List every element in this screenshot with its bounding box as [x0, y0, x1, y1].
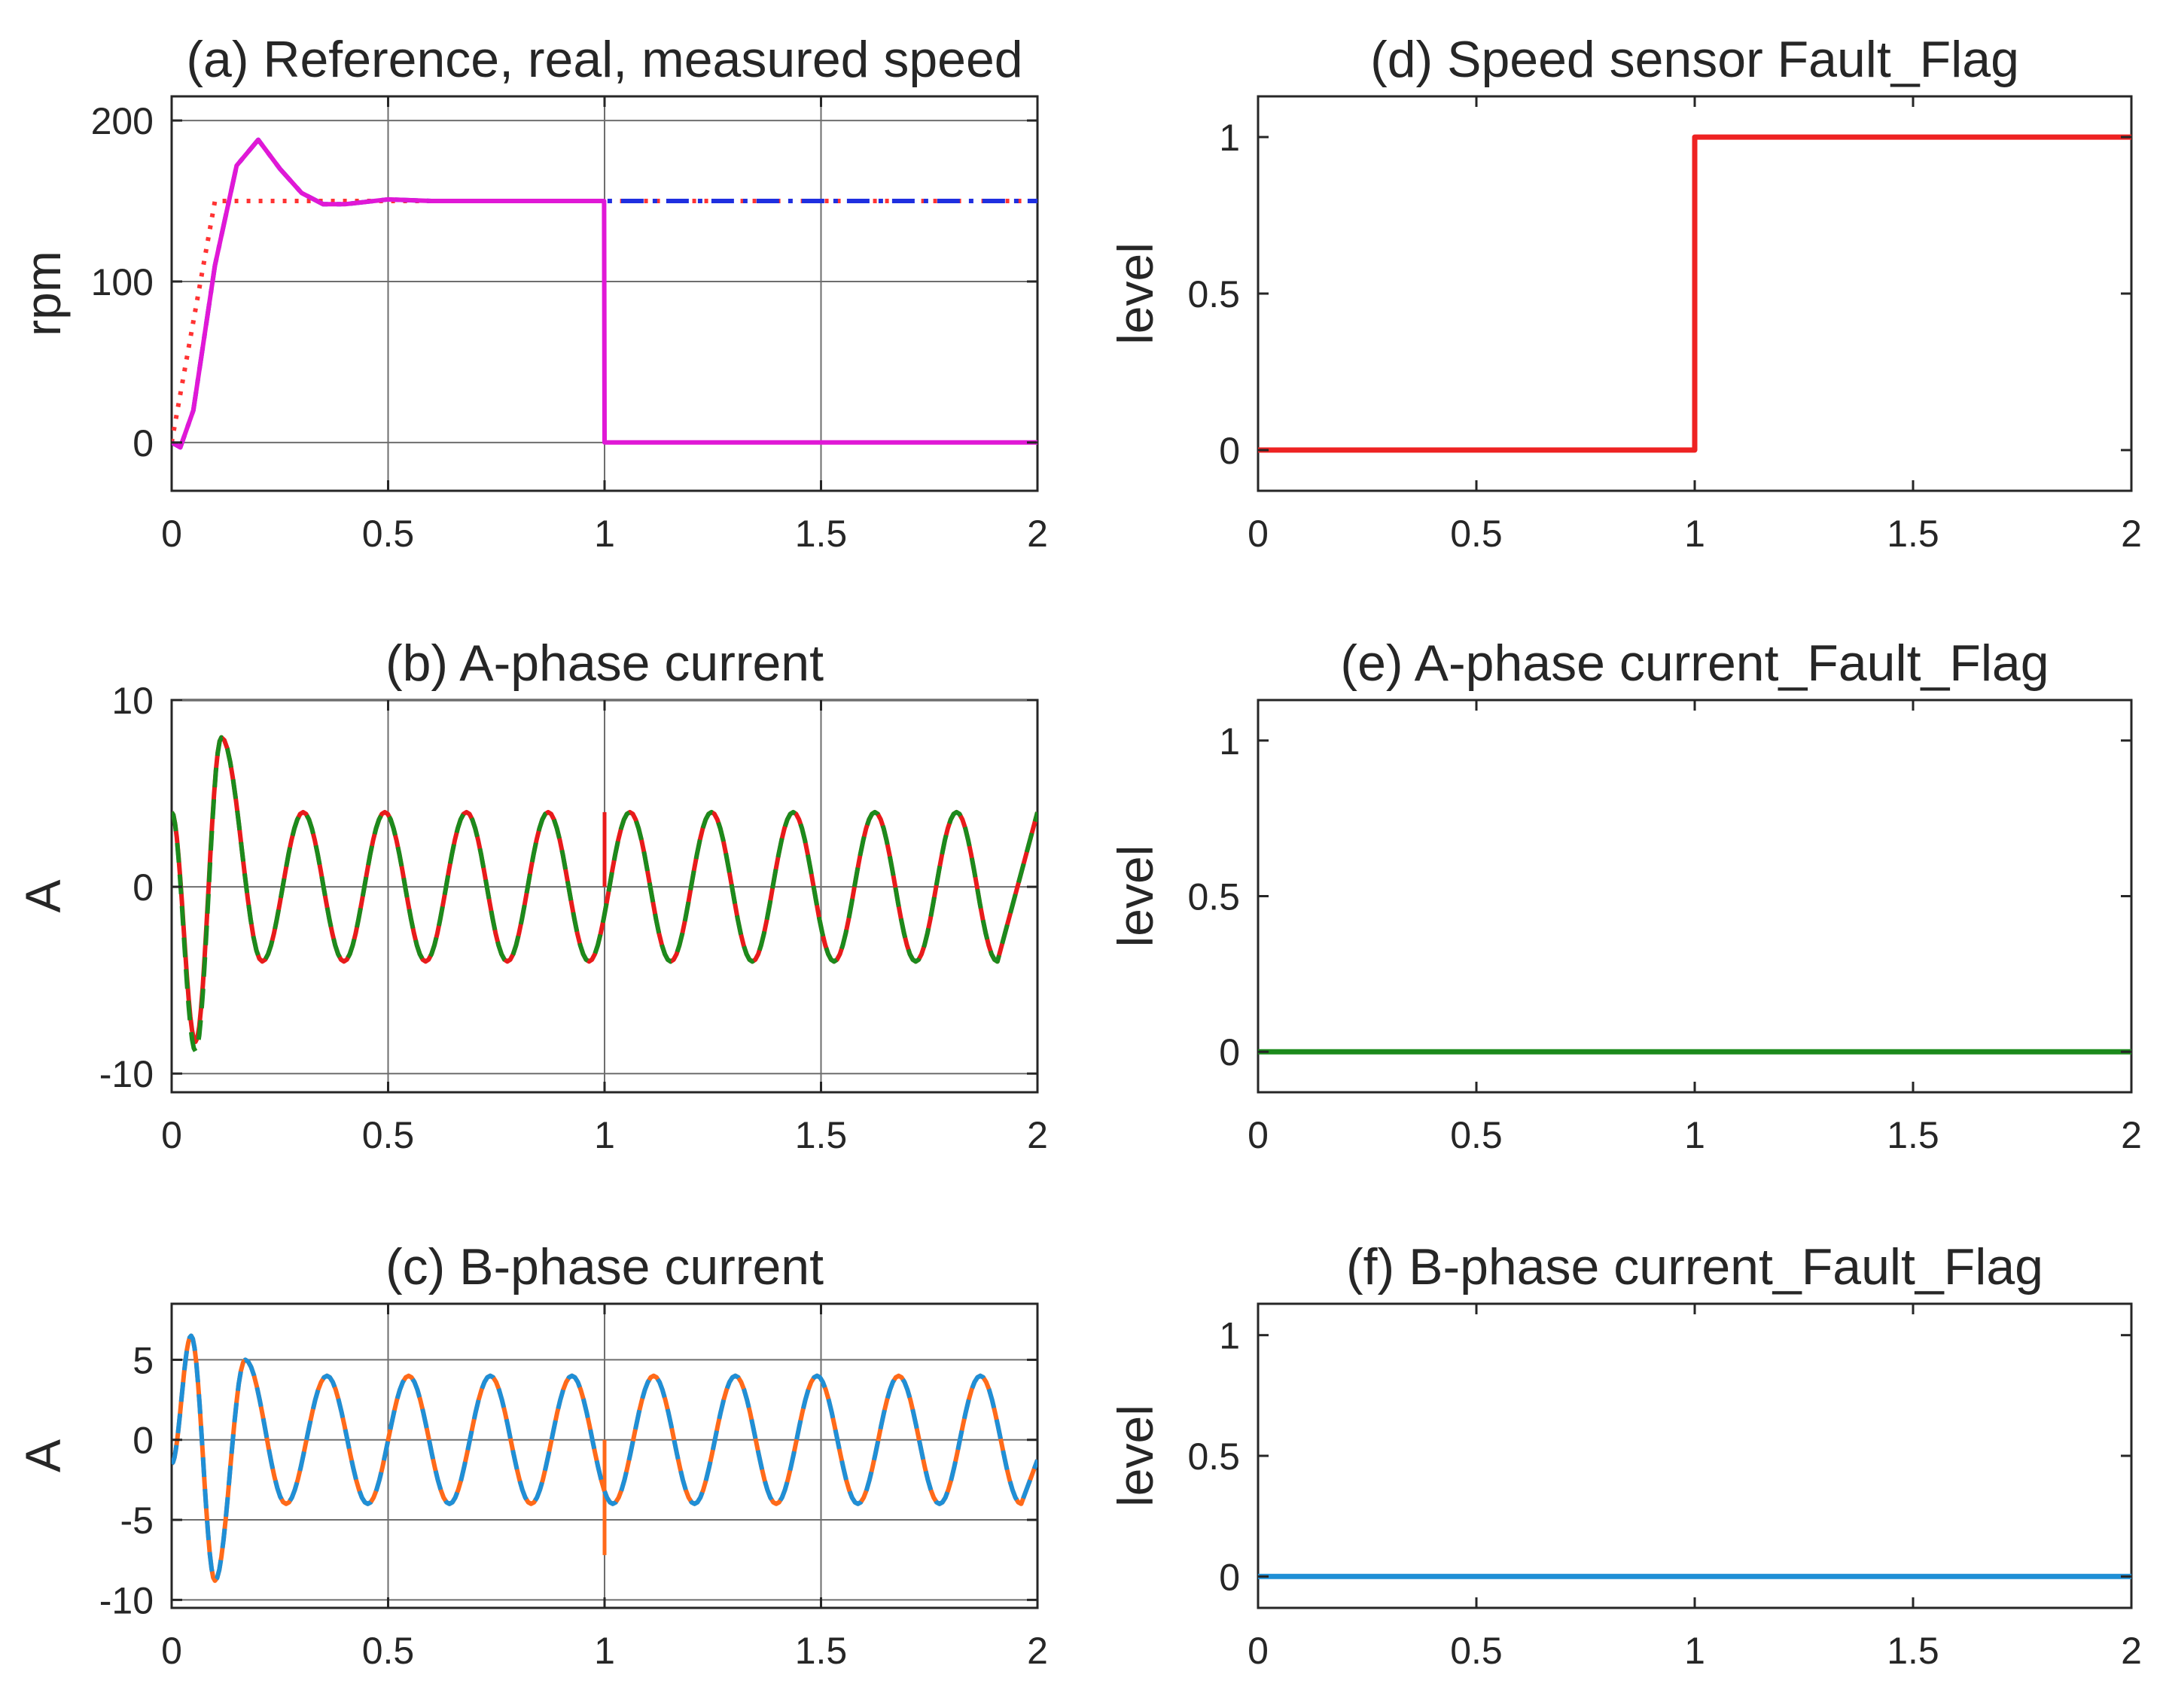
series-line-a-2	[172, 137, 1037, 450]
panel-d: 0 0.5 1 1.5 2 0 0.5 1 (d) Speed sensor Fault_Fla…	[1107, 31, 2142, 555]
x-tick-label: 0	[161, 513, 182, 555]
plot-area-f	[1257, 1302, 2133, 1609]
y-tick-label: 0.5	[1187, 1436, 1240, 1478]
x-tick-label: 2	[2121, 1114, 2142, 1156]
x-tick-label: 0	[1248, 1114, 1269, 1156]
x-tick-label: 1	[1684, 513, 1705, 555]
y-tick-label: 0	[1219, 1556, 1240, 1598]
series-group-d	[1258, 134, 2131, 453]
x-tick-label: 0	[161, 1114, 182, 1156]
y-tick-label: 200	[91, 100, 154, 142]
y-tick-label: 10	[111, 680, 154, 722]
y-axis-label-c: A	[15, 1439, 71, 1472]
y-axis-label-d: level	[1107, 242, 1163, 345]
x-tick-label: 1	[594, 1630, 615, 1672]
x-tick-label: 0.5	[1450, 1114, 1503, 1156]
y-tick-label: 0	[133, 1420, 154, 1462]
x-tick-label: 1	[594, 1114, 615, 1156]
chart-title-d: (d) Speed sensor Fault_Flag	[1370, 31, 2019, 88]
x-tick-label: 1	[594, 513, 615, 555]
y-axis-label-f: level	[1107, 1405, 1163, 1507]
y-axis-label-a: rpm	[15, 251, 71, 336]
y-tick-label: 1	[1219, 1315, 1240, 1357]
chart-title-c: (c) B-phase current	[385, 1238, 824, 1295]
x-tick-label: 0	[161, 1630, 182, 1672]
x-tick-label: 1.5	[795, 1114, 848, 1156]
series-line-d-0	[1258, 134, 2131, 453]
y-tick-label: -10	[99, 1579, 154, 1621]
x-tick-label: 2	[1027, 1630, 1048, 1672]
y-tick-label: 5	[133, 1339, 154, 1381]
series-group-a	[172, 137, 1037, 450]
x-tick-label: 2	[2121, 513, 2142, 555]
x-tick-label: 1	[1684, 1630, 1705, 1672]
plot-area-e	[1257, 699, 2133, 1094]
x-tick-label: 1.5	[1887, 1114, 1939, 1156]
chart-title-a: (a) Reference, real, measured speed	[186, 31, 1022, 88]
series-line-b-1	[172, 735, 1037, 1054]
chart-title-e: (e) A-phase current_Fault_Flag	[1340, 635, 2049, 692]
x-tick-label: 0.5	[362, 513, 415, 555]
panel-c: 0 0.5 1 1.5 2 -10 -5 0 5 (c) B-phase current A	[15, 1238, 1048, 1672]
y-tick-label: 0	[1219, 1031, 1240, 1073]
y-tick-label: 0	[133, 422, 154, 464]
x-tick-label: 2	[2121, 1630, 2142, 1672]
y-tick-label: 0	[1219, 430, 1240, 472]
y-tick-label: 1	[1219, 117, 1240, 159]
panel-f: 0 0.5 1 1.5 2 0 0.5 1 (f) B-phase current_Fault_…	[1107, 1238, 2142, 1672]
y-axis-label-e: level	[1107, 845, 1163, 948]
x-tick-label: 0	[1248, 513, 1269, 555]
x-tick-label: 1.5	[795, 1630, 848, 1672]
y-tick-label: 0.5	[1187, 273, 1240, 315]
series-line-a-0	[172, 199, 1037, 443]
y-tick-label: 100	[91, 261, 154, 303]
y-axis-label-b: A	[15, 879, 71, 912]
x-tick-label: 2	[1027, 1114, 1048, 1156]
x-tick-label: 1	[1684, 1114, 1705, 1156]
chart-title-b: (b) A-phase current	[385, 635, 824, 692]
series-group-c	[172, 1333, 1037, 1583]
x-tick-label: 1.5	[1887, 513, 1939, 555]
chart-title-f: (f) B-phase current_Fault_Flag	[1346, 1238, 2043, 1295]
x-tick-label: 0.5	[1450, 513, 1503, 555]
series-group-b	[172, 735, 1037, 1054]
x-tick-label: 0.5	[1450, 1630, 1503, 1672]
y-tick-label: -10	[99, 1053, 154, 1095]
panel-a: 0 0.5 1 1.5 2 0 100 200 (a) Reference, real, mea…	[15, 31, 1048, 555]
y-tick-label: -5	[120, 1499, 154, 1542]
panel-e: 0 0.5 1 1.5 2 0 0.5 1 (e) A-phase current_Fault_…	[1107, 635, 2142, 1156]
x-tick-label: 1.5	[795, 513, 848, 555]
series-line-c-1	[172, 1333, 1037, 1583]
x-tick-label: 1.5	[1887, 1630, 1939, 1672]
y-tick-label: 0.5	[1187, 876, 1240, 918]
x-tick-label: 0.5	[362, 1114, 415, 1156]
y-tick-label: 1	[1219, 720, 1240, 763]
x-tick-label: 2	[1027, 513, 1048, 555]
x-tick-label: 0.5	[362, 1630, 415, 1672]
y-tick-label: 0	[133, 866, 154, 909]
x-tick-label: 0	[1248, 1630, 1269, 1672]
